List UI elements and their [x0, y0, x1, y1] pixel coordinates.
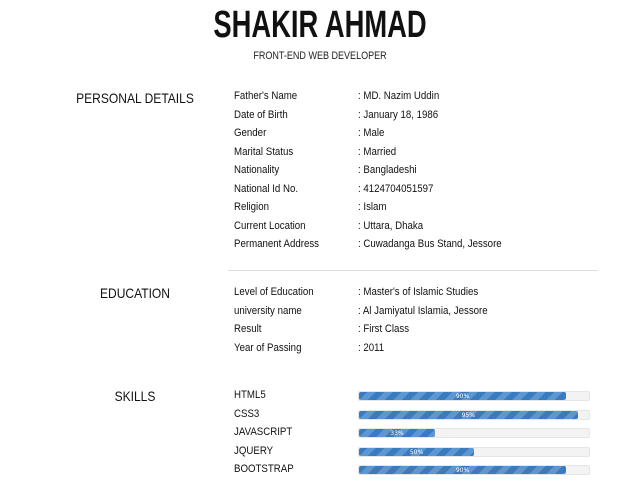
skill-percent-label: 50% [409, 448, 424, 456]
skill-percent-label: 33% [390, 430, 404, 437]
detail-value: : Al Jamiyatul Islamia, Jessore [358, 304, 488, 317]
detail-value: : January 18, 1986 [358, 108, 439, 121]
skills-list: HTML5 90% CSS3 95% JAVASCRIPT 33% JQUERY 50%… [234, 388, 614, 481]
resume-name: SHAKIR AHMAD [213, 4, 427, 46]
detail-row: Current Location : Uttara, Dhaka [234, 218, 614, 237]
detail-row: Date of Birth : January 18, 1986 [234, 107, 614, 126]
detail-label: Marital Status [234, 145, 294, 158]
detail-row: National Id No. : 4124704051597 [234, 181, 614, 200]
education-list: Level of Education : Master's of Islamic … [234, 284, 614, 358]
detail-row: Religion : Islam [234, 199, 614, 218]
detail-value: : Master's of Islamic Studies [358, 286, 479, 298]
resume-role: FRONT-END WEB DEVELOPER [253, 50, 387, 62]
detail-label: National Id No. [234, 182, 299, 195]
detail-label: Permanent Address [234, 238, 320, 250]
detail-label: Level of Education [234, 286, 314, 298]
section-title-skills: SKILLS [114, 388, 156, 404]
skill-row: CSS3 95% [234, 407, 614, 426]
skill-progress-fill [359, 410, 578, 419]
detail-value: : Uttara, Dhaka [358, 219, 424, 232]
detail-label: Gender [234, 127, 267, 139]
detail-label: Result [234, 323, 262, 335]
skill-row: JQUERY 50% [234, 444, 614, 463]
detail-row: Nationality : Bangladeshi [234, 162, 614, 181]
skill-label: JQUERY [234, 444, 274, 457]
skill-label: HTML5 [234, 389, 266, 401]
personal-details-list: Father's Name : MD. Nazim Uddin Date of B… [234, 88, 614, 255]
skill-progress-bar: 95% [358, 409, 590, 420]
skill-progress-fill [359, 447, 474, 456]
section-title-education: EDUCATION [99, 285, 171, 301]
detail-row: Permanent Address : Cuwadanga Bus Stand, … [234, 236, 614, 255]
detail-label: Year of Passing [234, 341, 302, 354]
skill-progress-bar: 90% [358, 465, 590, 475]
skill-row: JAVASCRIPT 33% [234, 425, 614, 444]
detail-value: : First Class [358, 323, 410, 335]
detail-row: Year of Passing : 2011 [234, 340, 614, 359]
skill-row: HTML5 90% [234, 388, 614, 407]
detail-value: : Islam [358, 201, 387, 213]
detail-row: Gender : Male [234, 125, 614, 144]
detail-row: university name : Al Jamiyatul Islamia, J… [234, 303, 614, 322]
detail-row: Level of Education : Master's of Islamic … [234, 284, 614, 303]
detail-label: Religion [234, 201, 269, 213]
skill-label: BOOTSTRAP [234, 463, 294, 475]
skill-row: BOOTSTRAP 90% [234, 462, 614, 481]
detail-value: : Cuwadanga Bus Stand, Jessore [358, 238, 502, 250]
detail-label: Father's Name [234, 90, 298, 102]
skill-percent-label: 90% [455, 393, 470, 400]
section-divider [228, 270, 598, 271]
detail-label: Nationality [234, 164, 280, 176]
detail-value: : 2011 [358, 341, 385, 354]
skill-percent-label: 90% [455, 467, 470, 474]
skill-progress-bar: 50% [358, 446, 590, 457]
detail-row: Father's Name : MD. Nazim Uddin [234, 88, 614, 107]
detail-value: : Married [358, 145, 397, 158]
detail-row: Result : First Class [234, 321, 614, 340]
detail-value: : 4124704051597 [358, 182, 434, 195]
detail-label: university name [234, 304, 302, 317]
skill-progress-fill [359, 466, 566, 474]
detail-value: : Male [358, 127, 385, 139]
detail-label: Current Location [234, 219, 306, 232]
skill-progress-bar: 33% [358, 428, 590, 438]
skill-progress-bar: 90% [358, 391, 590, 401]
skill-percent-label: 95% [461, 411, 475, 419]
detail-value: : MD. Nazim Uddin [358, 90, 440, 102]
skill-label: CSS3 [234, 407, 260, 420]
detail-label: Date of Birth [234, 108, 288, 121]
section-title-personal: PERSONAL DETAILS [76, 90, 194, 106]
skill-progress-fill [359, 429, 435, 437]
detail-value: : Bangladeshi [358, 164, 417, 176]
skill-progress-fill [359, 392, 566, 400]
detail-row: Marital Status : Married [234, 144, 614, 163]
skill-label: JAVASCRIPT [234, 426, 293, 438]
